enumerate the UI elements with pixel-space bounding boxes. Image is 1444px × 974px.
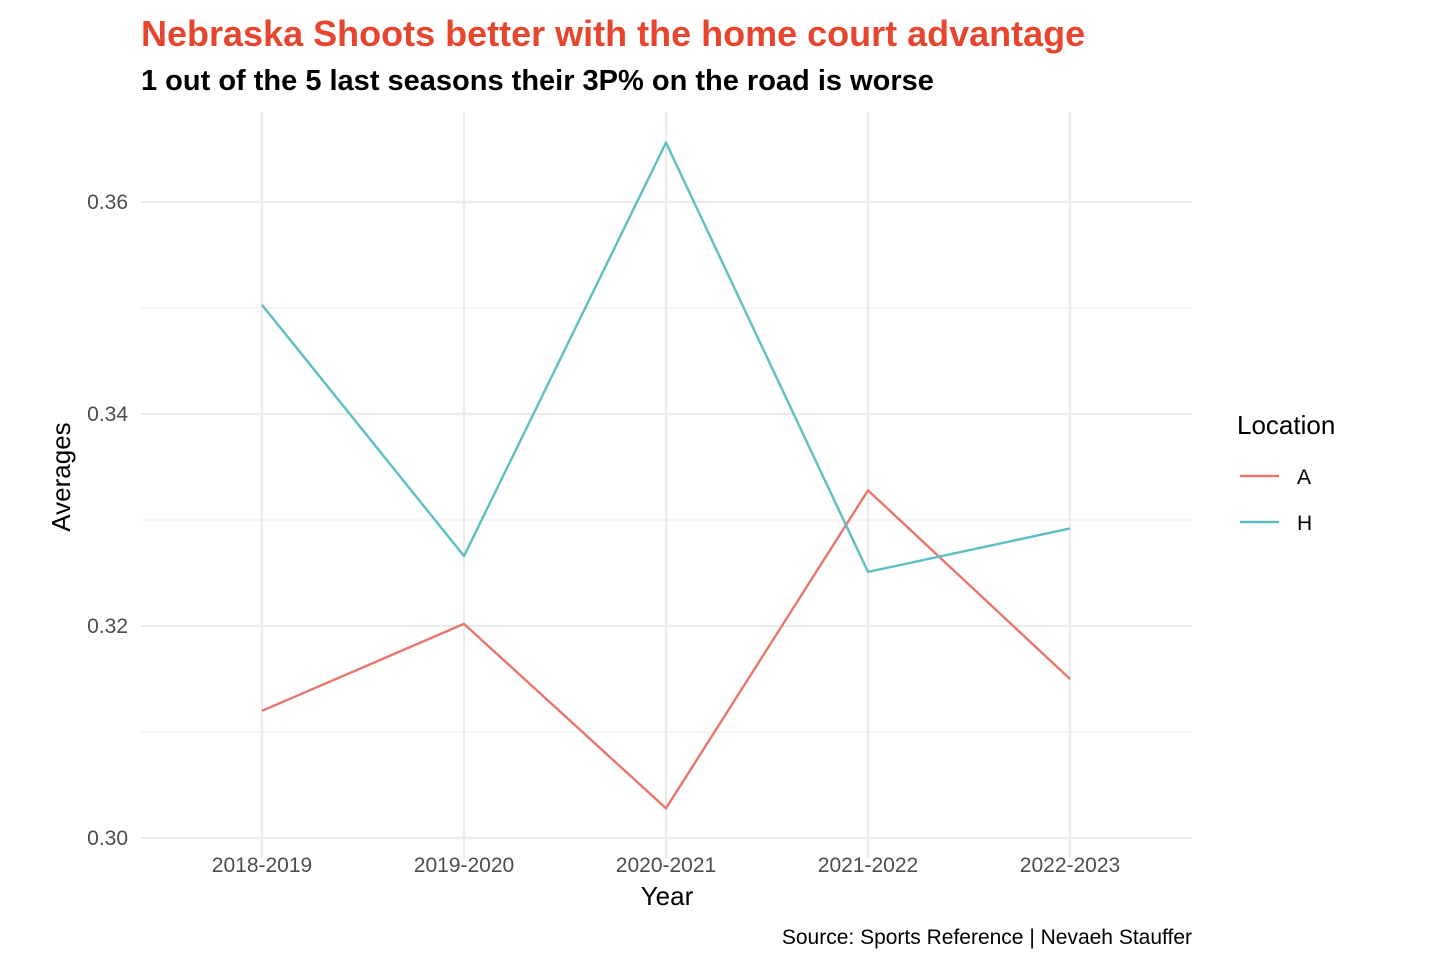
- legend-title: Location: [1237, 410, 1335, 440]
- x-axis-ticks: 2018-2019 2019-2020 2020-2021 2021-2022 2022…: [212, 854, 1120, 877]
- legend-label-a: A: [1297, 466, 1311, 489]
- x-tick-label: 2022-2023: [1020, 854, 1120, 877]
- legend-label-h: H: [1297, 512, 1312, 535]
- chart-subtitle: 1 out of the 5 last seasons their 3P% on…: [141, 65, 934, 97]
- x-tick-label: 2020-2021: [616, 854, 716, 877]
- y-tick-label: 0.30: [87, 827, 128, 850]
- legend: Location AH: [1237, 410, 1335, 535]
- x-tick-label: 2019-2020: [414, 854, 514, 877]
- legend-items: AH: [1240, 466, 1312, 535]
- y-axis-title: Averages: [46, 422, 76, 531]
- grid: [141, 112, 1192, 858]
- y-tick-label: 0.36: [87, 191, 128, 214]
- y-tick-label: 0.32: [87, 615, 128, 638]
- x-axis-title: Year: [641, 881, 694, 911]
- y-tick-label: 0.34: [87, 403, 128, 426]
- y-axis-ticks: 0.30 0.32 0.34 0.36: [87, 191, 128, 850]
- x-tick-label: 2021-2022: [818, 854, 918, 877]
- chart-caption: Source: Sports Reference | Nevaeh Stauff…: [782, 926, 1192, 949]
- x-tick-label: 2018-2019: [212, 854, 312, 877]
- chart-title: Nebraska Shoots better with the home cou…: [141, 13, 1085, 54]
